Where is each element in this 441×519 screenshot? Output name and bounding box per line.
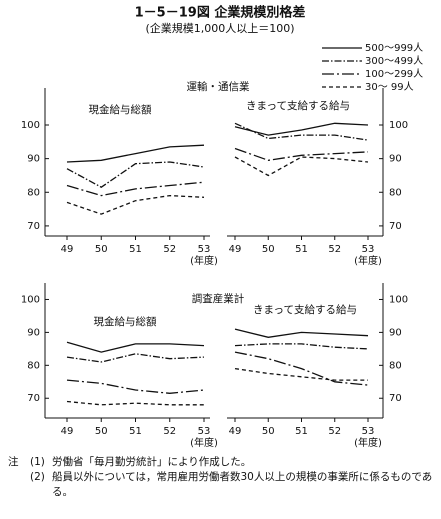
x-tick-label: 49 [61, 244, 74, 255]
note-marker: (1) [30, 456, 45, 468]
x-tick-label: 52 [328, 244, 341, 255]
legend-label: 500～999人 [365, 42, 423, 54]
x-tick-label: 53 [198, 244, 211, 255]
series-line [234, 156, 369, 177]
x-tick-label: 49 [61, 426, 74, 437]
x-tick-label: 50 [95, 244, 108, 255]
note: 注 (1) 労働省「毎月勤労統計」により作成した。 [8, 455, 436, 470]
x-tick-label: 52 [163, 244, 176, 255]
series-line [234, 328, 369, 338]
series-line [234, 147, 369, 161]
y-tick-label: 90 [389, 327, 402, 338]
series-line [234, 343, 369, 350]
panel-title: 現金給与総額 [89, 103, 152, 116]
series-line [66, 379, 205, 394]
section-label: 運輸・通信業 [187, 80, 250, 93]
series-line [66, 341, 205, 353]
x-tick-label: 52 [328, 426, 341, 437]
panel-title: きまって支給する給与 [246, 99, 350, 112]
series-line [234, 367, 368, 381]
x-tick-label: 53 [362, 244, 375, 255]
note-text: 労働省「毎月勤労統計」により作成した。 [52, 456, 252, 468]
y-tick-label: 70 [389, 221, 402, 232]
chart: 1－5－19図 企業規模別格差 (企業規模1,000人以上＝100) 運輸・通信… [21, 5, 423, 450]
x-axis-label: (年度) [190, 436, 218, 449]
y-tick-label: 100 [21, 120, 40, 131]
series-line [66, 194, 205, 215]
x-tick-label: 50 [262, 244, 275, 255]
series-line [66, 400, 204, 406]
series-line [234, 122, 369, 141]
y-tick-label: 100 [389, 120, 408, 131]
series-line [66, 353, 205, 363]
y-tick-label: 70 [27, 393, 40, 404]
note-marker: (2) [30, 471, 45, 483]
x-tick-label: 51 [129, 426, 142, 437]
note-text: 船員以外については，常用雇用労働者数30人以上の規模の事業所に係るものである。 [52, 471, 433, 498]
y-tick-label: 100 [21, 294, 40, 305]
section-label: 調査産業計 [192, 292, 245, 305]
x-tick-label: 50 [262, 426, 275, 437]
notes-label: 注 [8, 456, 19, 468]
notes: 注 (1) 労働省「毎月勤労統計」により作成した。 (2) 船員以外については，常用雇… [8, 455, 436, 500]
series-line [66, 161, 205, 188]
y-tick-label: 80 [27, 187, 40, 198]
panel-title: 現金給与総額 [94, 315, 157, 328]
series-line [66, 181, 205, 197]
x-tick-label: 50 [95, 426, 108, 437]
legend-label: 300～499人 [365, 55, 423, 67]
x-tick-label: 52 [163, 426, 176, 437]
x-tick-label: 51 [295, 244, 308, 255]
note: (2) 船員以外については，常用雇用労働者数30人以上の規模の事業所に係るものであ… [8, 470, 436, 500]
y-tick-label: 80 [27, 360, 40, 371]
legend-label: 30～ 99人 [365, 81, 414, 93]
legend-label: 100～299人 [365, 68, 423, 80]
y-tick-label: 90 [27, 327, 40, 338]
x-axis-label: (年度) [190, 254, 218, 267]
y-tick-label: 90 [27, 154, 40, 165]
y-tick-label: 70 [27, 221, 40, 232]
y-tick-label: 80 [389, 187, 402, 198]
x-axis-label: (年度) [354, 436, 382, 449]
x-tick-label: 53 [198, 426, 211, 437]
y-tick-label: 100 [389, 294, 408, 305]
series-line [234, 122, 369, 136]
x-tick-label: 51 [129, 244, 142, 255]
y-tick-label: 90 [389, 154, 402, 165]
x-axis-label: (年度) [354, 254, 382, 267]
y-tick-label: 80 [389, 360, 402, 371]
chart-title: 1－5－19図 企業規模別格差 [135, 5, 306, 21]
series-line [66, 144, 205, 163]
panel-title: きまって支給する給与 [253, 303, 357, 316]
chart-subtitle: (企業規模1,000人以上＝100) [145, 21, 294, 35]
x-tick-label: 49 [229, 426, 242, 437]
x-tick-label: 49 [229, 244, 242, 255]
x-tick-label: 53 [362, 426, 375, 437]
y-tick-label: 70 [389, 393, 402, 404]
x-tick-label: 51 [295, 426, 308, 437]
series-line [234, 351, 369, 386]
